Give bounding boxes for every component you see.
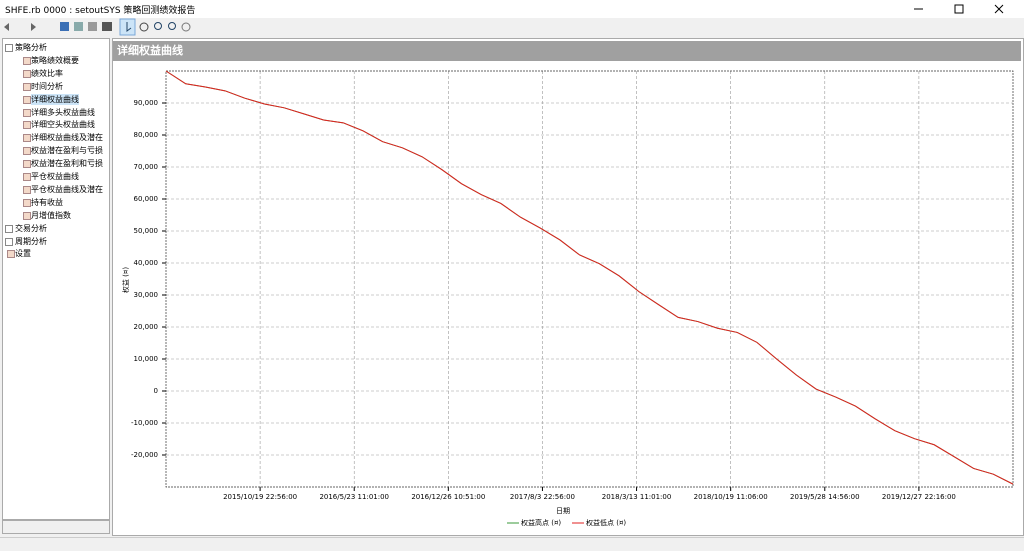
y-tick-label: 40,000 — [134, 259, 159, 267]
item-icon — [7, 250, 15, 259]
y-tick-label: 10,000 — [134, 355, 159, 363]
item-icon — [23, 173, 31, 181]
report-panel: 详细权益曲线 — [112, 38, 1024, 536]
select-icon — [126, 22, 132, 32]
tree-view: 策略分析策略绩效概要 绩效比率时间分析详细权益曲线详细多头权益曲线 详细空头权益曲线… — [2, 38, 110, 520]
x-tick-label: 2019/5/28 14:56:00 — [790, 493, 860, 501]
copy-button[interactable] — [74, 22, 83, 31]
back-button[interactable] — [4, 23, 9, 31]
view-button[interactable] — [102, 22, 112, 31]
y-tick-label: 90,000 — [134, 99, 159, 107]
y-tick-label: 30,000 — [134, 291, 159, 299]
tree-item[interactable]: 平仓权益曲线 — [31, 172, 79, 181]
tree-item[interactable]: 详细多头权益曲线 — [31, 107, 95, 117]
y-tick-label: 0 — [154, 387, 158, 395]
maximize-button[interactable] — [954, 4, 964, 14]
x-tick-label: 2015/10/19 22:56:00 — [223, 493, 297, 501]
status-bar — [0, 537, 1024, 551]
forward-button[interactable] — [31, 23, 36, 31]
item-icon — [23, 160, 31, 169]
y-tick-label: 80,000 — [134, 131, 159, 139]
y-tick-label: 20,000 — [134, 323, 159, 331]
tree-item[interactable]: 权益潜在盈利与亏损 — [31, 146, 103, 156]
item-icon — [23, 211, 31, 220]
item-icon — [23, 56, 31, 65]
item-icon — [23, 69, 31, 78]
item-icon — [23, 198, 31, 207]
y-tick-label: 70,000 — [134, 163, 159, 171]
print-button[interactable] — [88, 22, 97, 31]
x-tick-label: 2018/10/19 11:06:00 — [694, 493, 768, 501]
tree-item[interactable]: 平仓权益曲线及潜在 — [31, 184, 103, 194]
equity-line — [165, 70, 1014, 485]
window-controls — [914, 4, 1004, 14]
tree-item[interactable]: 设置 — [15, 249, 31, 259]
y-tick-label: -20,000 — [131, 451, 158, 459]
x-tick-label: 2018/3/13 11:01:00 — [602, 493, 672, 501]
item-icon — [23, 108, 31, 117]
item-icon — [23, 95, 31, 104]
y-tick-label: 60,000 — [134, 195, 159, 203]
title-bar: SHFE.rb 0000 : setoutSYS 策略回测绩效报告 — [0, 0, 1024, 18]
chart: 权益 (¤) 日期 -20,000 -10,000 0 10,000 20,000 30,… — [121, 70, 1014, 527]
tree-item[interactable]: 策略绩效概要 — [31, 55, 79, 65]
x-tick-label: 2019/12/27 22:16:00 — [882, 493, 956, 501]
tree-item[interactable]: 时间分析 — [31, 81, 63, 91]
x-tick-label: 2016/5/23 11:01:00 — [319, 493, 389, 501]
item-icon — [23, 82, 31, 91]
item-icon — [23, 134, 31, 143]
legend-label: 权益低点 (¤) — [586, 518, 626, 527]
tree-item[interactable]: 周期分析 — [15, 236, 47, 246]
close-button[interactable] — [994, 4, 1004, 14]
tree-item[interactable]: 交易分析 — [15, 223, 47, 233]
save-button[interactable] — [60, 22, 69, 31]
toolbar — [0, 18, 1024, 36]
x-tick-label: 2017/8/3 22:56:00 — [510, 493, 575, 501]
tree-item[interactable]: 策略分析 — [15, 43, 47, 52]
legend-label: 权益高点 (¤) — [521, 518, 561, 527]
item-icon — [23, 147, 31, 156]
window-title: SHFE.rb 0000 : setoutSYS 策略回测绩效报告 — [5, 6, 196, 16]
item-icon — [23, 185, 31, 194]
x-axis-label: 日期 — [556, 507, 570, 515]
horizontal-scrollbar[interactable] — [2, 520, 110, 534]
tree-item[interactable]: 持有收益 — [31, 197, 63, 207]
tree-item[interactable]: 月增值指数 — [31, 210, 71, 220]
tree-item[interactable]: 绩效比率 — [31, 68, 63, 78]
tree-item[interactable]: 详细权益曲线及潜在 — [31, 133, 103, 143]
y-axis-label: 权益 (¤) — [121, 267, 130, 293]
expander[interactable] — [5, 237, 13, 246]
equity-line — [165, 70, 1014, 485]
y-tick-label: -10,000 — [131, 419, 158, 427]
zoom-in-tool[interactable] — [154, 22, 162, 30]
tree-item[interactable]: 权益潜在盈利和亏损 — [31, 159, 103, 169]
tree-item[interactable]: 详细权益曲线 — [31, 93, 79, 105]
tree-item[interactable]: 详细空头权益曲线 — [31, 120, 95, 130]
pan-tool[interactable] — [139, 22, 149, 32]
reset-tool[interactable] — [181, 22, 191, 32]
expander[interactable] — [5, 224, 13, 233]
zoom-out-tool[interactable] — [168, 22, 176, 30]
plot-border — [165, 70, 1014, 488]
x-tick-label: 2016/12/26 10:51:00 — [411, 493, 485, 501]
item-icon — [23, 121, 31, 130]
expander[interactable] — [5, 44, 13, 52]
y-tick-label: 50,000 — [134, 227, 159, 235]
panel-title: 详细权益曲线 — [113, 41, 1021, 61]
